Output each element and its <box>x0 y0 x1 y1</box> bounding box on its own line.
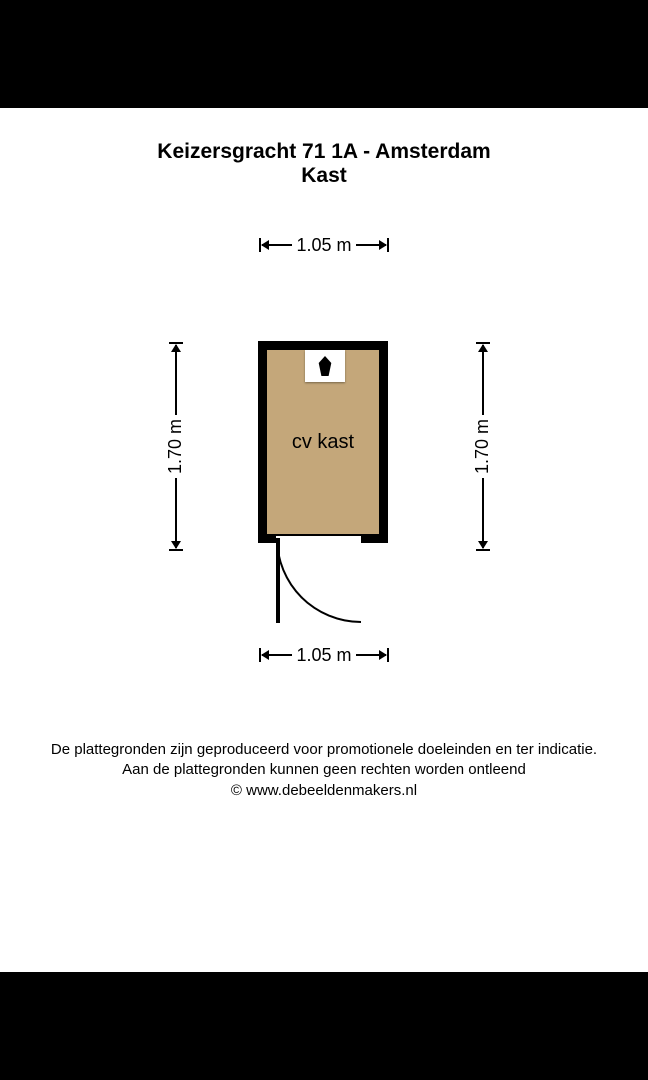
dimension-right-label: 1.70 m <box>472 415 493 478</box>
arrow-left-icon <box>262 244 292 246</box>
arrow-down-icon <box>175 478 177 548</box>
dimension-right: 1.70 m <box>472 345 493 548</box>
title-line1: Keizersgracht 71 1A - Amsterdam <box>0 140 648 164</box>
arrow-left-icon <box>262 654 292 656</box>
arrow-up-icon <box>175 345 177 415</box>
door-swing-arc <box>276 538 361 623</box>
arrow-right-icon <box>356 654 386 656</box>
disclaimer-line1: De plattegronden zijn geproduceerd voor … <box>0 740 648 760</box>
dimension-left: 1.70 m <box>165 345 186 548</box>
arrow-right-icon <box>356 244 386 246</box>
dimension-top-label: 1.05 m <box>296 235 351 256</box>
dimension-left-label: 1.70 m <box>165 415 186 478</box>
disclaimer-line2: Aan de plattegronden kunnen geen rechten… <box>0 760 648 780</box>
dimension-top: 1.05 m <box>0 230 648 256</box>
dimension-bottom-label: 1.05 m <box>296 645 351 666</box>
disclaimer-line3: © www.debeeldenmakers.nl <box>0 781 648 801</box>
dimension-bottom: 1.05 m <box>0 640 648 666</box>
room-cv-kast: cv kast <box>258 341 388 543</box>
title-block: Keizersgracht 71 1A - Amsterdam Kast <box>0 140 648 188</box>
room-label: cv kast <box>267 350 379 534</box>
arrow-up-icon <box>482 345 484 415</box>
title-line2: Kast <box>0 164 648 188</box>
arrow-down-icon <box>482 478 484 548</box>
disclaimer-block: De plattegronden zijn geproduceerd voor … <box>0 740 648 801</box>
floorplan-page: Keizersgracht 71 1A - Amsterdam Kast 1.0… <box>0 108 648 972</box>
